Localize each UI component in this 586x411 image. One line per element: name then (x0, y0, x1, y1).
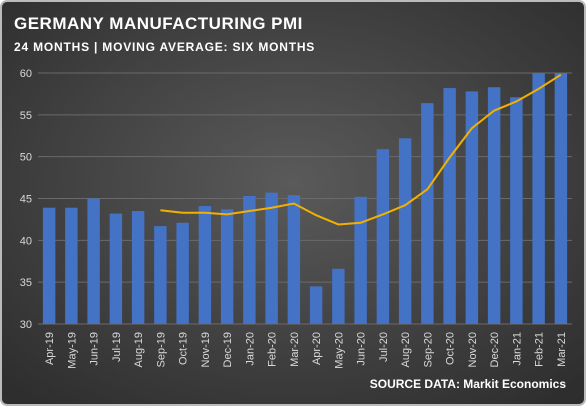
bar (220, 209, 234, 324)
x-tick-label: Dec-19 (222, 332, 234, 367)
y-tick-label: 40 (20, 235, 32, 247)
x-tick-label: Jun-19 (89, 332, 101, 366)
bar (176, 222, 189, 324)
bar (265, 192, 278, 324)
x-tick-label: Aug-20 (400, 332, 412, 367)
bar (109, 213, 123, 324)
bar (287, 195, 301, 324)
x-tick-label: Feb-20 (267, 332, 279, 367)
x-tick-label: Apr-20 (311, 332, 323, 365)
bar (87, 198, 100, 324)
x-tick-label: Sep-19 (155, 332, 167, 367)
y-tick-label: 60 (20, 68, 32, 80)
bar (354, 196, 367, 324)
x-tick-label: May-19 (66, 332, 78, 369)
y-tick-label: 35 (20, 277, 32, 289)
x-tick-label: May-20 (333, 332, 345, 369)
bar (398, 138, 412, 324)
y-tick-label: 55 (20, 110, 32, 122)
x-tick-label: Mar-21 (556, 332, 568, 367)
moving-average-line (160, 73, 562, 226)
bar (487, 87, 501, 324)
bar (532, 73, 545, 324)
x-tick-label: Feb-21 (534, 332, 546, 367)
bar (154, 226, 167, 324)
bar (243, 195, 256, 324)
x-tick-label: Oct-19 (178, 332, 190, 365)
y-tick-label: 45 (20, 194, 32, 206)
x-tick-label: Oct-20 (445, 332, 457, 365)
bar (510, 97, 523, 324)
x-tick-label: Jan-20 (244, 332, 256, 366)
bar (198, 206, 212, 324)
bar (376, 149, 390, 324)
x-tick-label: Nov-20 (467, 332, 479, 367)
bar (131, 211, 145, 324)
x-tick-label: Jun-20 (356, 332, 368, 366)
bar (421, 103, 434, 324)
bar (65, 207, 78, 324)
x-tick-label: Jul-20 (378, 332, 390, 362)
x-tick-label: Apr-19 (44, 332, 56, 365)
bar (42, 207, 56, 324)
y-tick-label: 30 (20, 319, 32, 331)
chart-title: GERMANY MANUFACTURING PMI (14, 14, 303, 33)
chart-subtitle: 24 MONTHS | MOVING AVERAGE: SIX MONTHS (14, 40, 315, 54)
x-tick-label: Sep-20 (422, 332, 434, 367)
x-tick-label: Jul-19 (111, 332, 123, 362)
x-tick-label: Aug-19 (133, 332, 145, 367)
bar (443, 88, 456, 324)
bar (465, 91, 479, 324)
bar (332, 268, 345, 324)
x-tick-label: Nov-19 (200, 332, 212, 367)
bar (309, 286, 323, 324)
x-tick-label: Mar-20 (289, 332, 301, 367)
bar (554, 73, 568, 324)
x-tick-label: Jan-21 (511, 332, 523, 366)
y-tick-label: 50 (20, 152, 32, 164)
x-tick-label: Dec-20 (489, 332, 501, 367)
source-note: SOURCE DATA: Markit Economics (370, 377, 567, 391)
